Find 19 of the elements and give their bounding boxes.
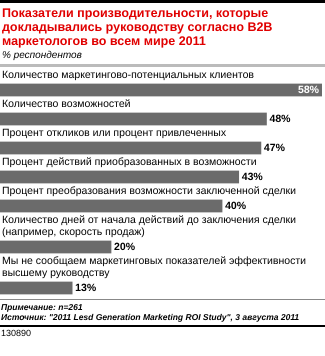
y-tick-label: Мы не сообщаем маркетинговых показателей эффективности высшему руководству (2, 255, 306, 280)
text: Примечание: n=261 (1, 302, 84, 312)
data-label: 47% (264, 142, 286, 154)
data-label: 43% (242, 170, 264, 183)
chart-subtitle: % респондентов (2, 50, 83, 61)
y-tick-label: Количество маркетингово-потенциальных клиентов (2, 69, 254, 82)
y-tick-label: Количество дней от начала действий до заключения сделки (например, скорость продаж) (2, 214, 296, 238)
data-label: 58% (298, 84, 320, 96)
chart-title: Показатели производительности, которые докладывались руководству согласно B2B маркетологов во всем мире 2011 (2, 6, 274, 48)
y-tick-label: Процент преобразования возможности заключенной сделки (2, 185, 296, 198)
data-label: 40% (225, 200, 247, 212)
y-tick-label: Количество возможностей (2, 98, 131, 110)
text: Источник: "2011 Lesd Generation Marketing ROI Study", 3 августа 2011 (1, 312, 300, 322)
y-tick-label: Процент откликов или процент привлеченных (2, 127, 227, 140)
y-tick-label: Процент действий приобразованных в возможности (2, 156, 257, 168)
data-label: 13% (75, 282, 97, 294)
text: 130890 (0, 325, 325, 339)
data-label: 48% (269, 112, 292, 125)
data-label: 20% (114, 240, 136, 253)
